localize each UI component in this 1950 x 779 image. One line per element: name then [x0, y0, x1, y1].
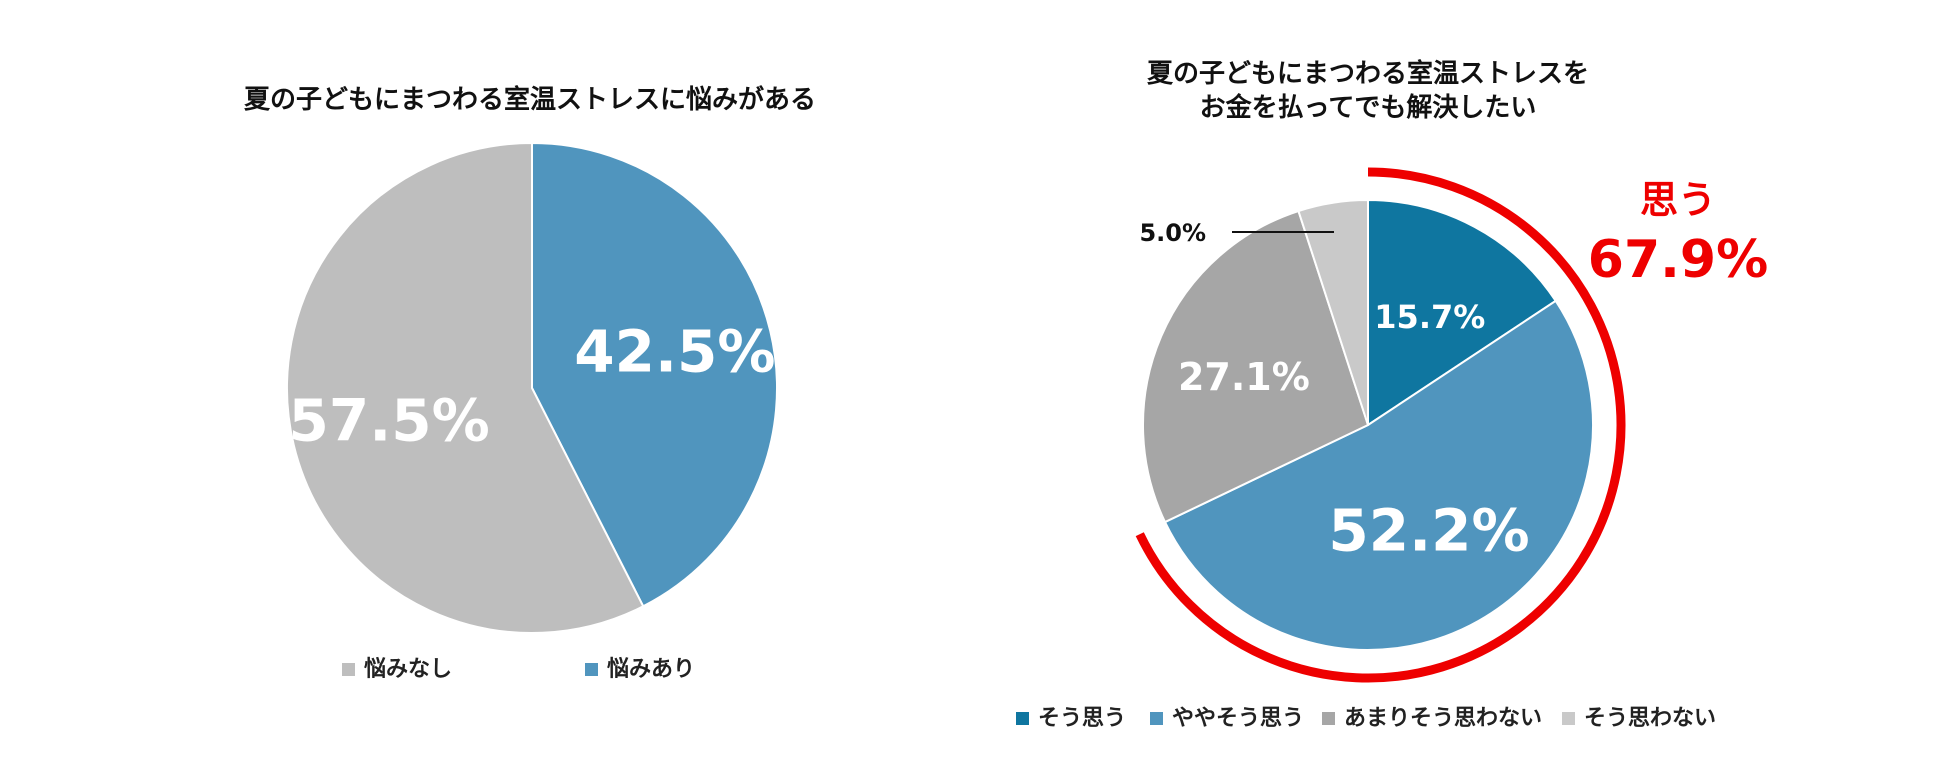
legend-label: ややそう思う [1172, 706, 1304, 731]
pie-slice-yaya-sou-omou [1163, 299, 1594, 651]
legend-label: あまりそう思わない [1344, 706, 1542, 731]
data-label-yaya-sou-omou: 52.2% [1328, 497, 1529, 565]
pie-slice-amari-sou-omowanai [1142, 209, 1370, 524]
pie-slices [286, 141, 779, 634]
legend-item-yaya-sou-omou: ややそう思う [1150, 706, 1304, 731]
callout-arc [1135, 167, 1626, 683]
chart-title-line-1: 夏の子どもにまつわる室温ストレスを [1147, 58, 1589, 89]
pie-chart-2: 夏の子どもにまつわる室温ストレスを お金を払ってでも解決したい 15.7% 52… [1016, 58, 1768, 731]
legend: 悩みなし 悩みあり [342, 657, 695, 682]
legend: そう思う ややそう思う あまりそう思わない そう思わない [1016, 706, 1716, 731]
legend-swatch [1016, 712, 1029, 725]
legend-swatch [585, 663, 598, 676]
pie-slice-nayami-ari [531, 141, 779, 608]
legend-label: 悩みなし [364, 657, 452, 682]
data-label-nayami-ari: 42.5% [574, 318, 775, 386]
chart-title: 夏の子どもにまつわる室温ストレスに悩みがある [244, 84, 816, 115]
callout-value: 67.9% [1588, 230, 1768, 290]
pie-chart-1: 夏の子どもにまつわる室温ストレスに悩みがある 42.5% 57.5% 悩みなし … [244, 84, 816, 682]
pie-slice-sou-omowanai [1297, 198, 1369, 426]
legend-item-nayami-nashi: 悩みなし [342, 657, 452, 682]
legend-label: そう思わない [1584, 706, 1716, 731]
legend-item-nayami-ari: 悩みあり [585, 657, 695, 682]
legend-swatch [1322, 712, 1335, 725]
pie-slice-sou-omou [1367, 198, 1558, 427]
data-label-amari-sou-omowanai: 27.1% [1178, 355, 1310, 399]
legend-label: そう思う [1038, 706, 1126, 731]
pie-slices [1142, 198, 1594, 651]
pie-slice-nayami-nashi [286, 141, 645, 634]
chart-title-line-2: お金を払ってでも解決したい [1200, 92, 1537, 123]
callout-label: 思う [1640, 178, 1716, 222]
legend-swatch [1150, 712, 1163, 725]
data-label-nayami-nashi: 57.5% [288, 386, 489, 454]
legend-swatch [342, 663, 355, 676]
legend-label: 悩みあり [607, 657, 695, 682]
data-label-sou-omowanai: 5.0% [1139, 219, 1206, 247]
legend-swatch [1562, 712, 1575, 725]
data-label-sou-omou: 15.7% [1374, 298, 1485, 336]
legend-item-amari-sou-omowanai: あまりそう思わない [1322, 706, 1542, 731]
legend-item-sou-omowanai: そう思わない [1562, 706, 1716, 731]
legend-item-sou-omou: そう思う [1016, 706, 1126, 731]
